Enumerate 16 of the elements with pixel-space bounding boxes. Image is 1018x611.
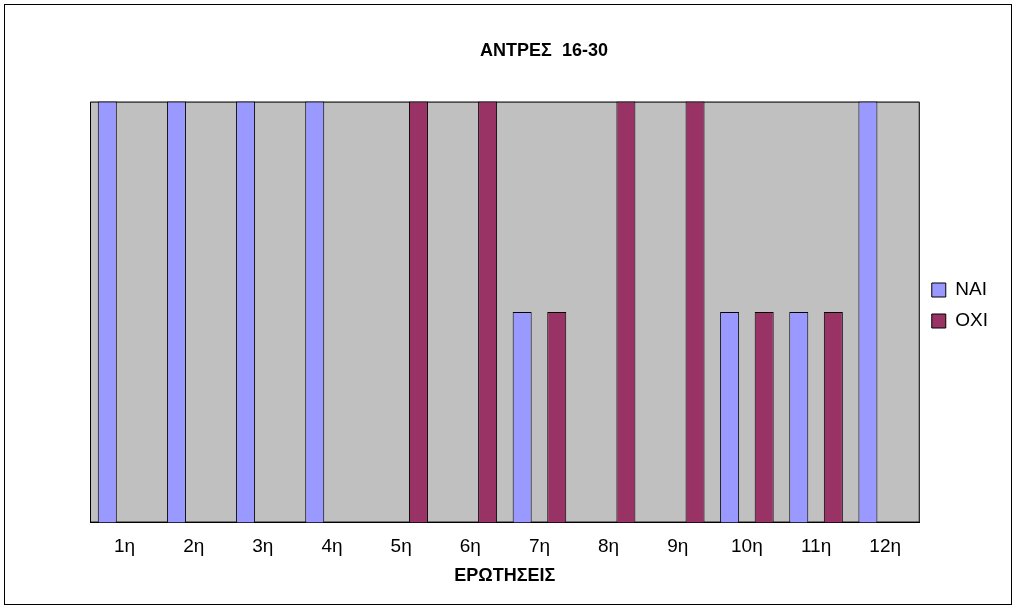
x-axis-title: ΕΡΩΤΗΣΕΙΣ — [454, 565, 556, 586]
x-tick-label: 4η — [321, 535, 343, 557]
x-tick-label: 10η — [731, 535, 763, 557]
x-tick-label: 9η — [667, 535, 689, 557]
x-tick-label: 8η — [598, 535, 620, 557]
x-tick-label: 5η — [390, 535, 412, 557]
x-tick-label: 11η — [800, 535, 832, 557]
x-tick-label: 6η — [459, 535, 481, 557]
x-tick-label: 2η — [183, 535, 205, 557]
x-tick-label: 1η — [114, 535, 136, 557]
x-tick-label: 7η — [528, 535, 551, 557]
legend-label: ΝΑΙ — [955, 278, 987, 300]
legend-label: ΟΧΙ — [955, 309, 988, 331]
chart-title: ΑΝΤΡΕΣ 16-30 — [480, 39, 608, 60]
x-tick-label: 3η — [252, 535, 274, 557]
x-tick-label: 12η — [869, 535, 902, 557]
